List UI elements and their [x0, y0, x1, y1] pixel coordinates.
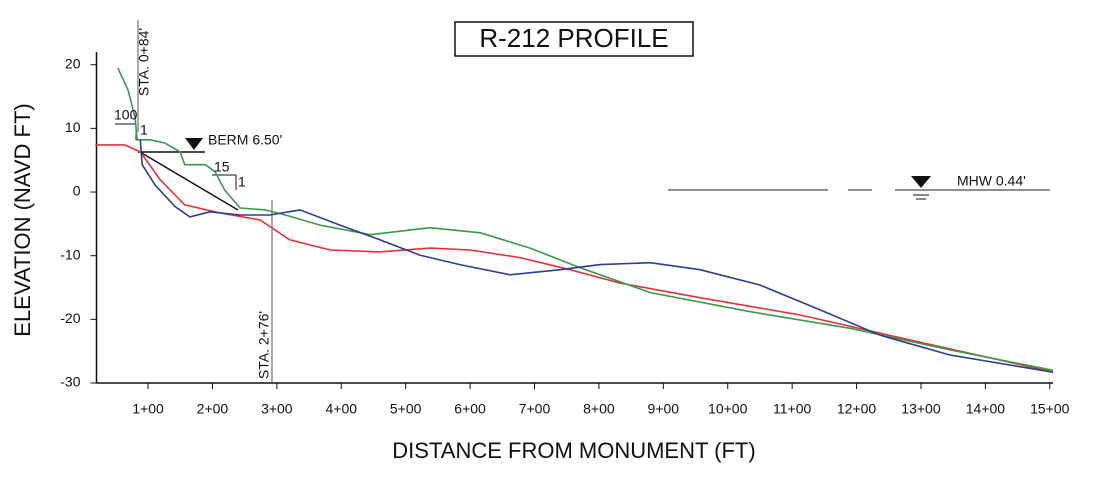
y-tick-label: -30	[60, 374, 80, 390]
x-axis-label: DISTANCE FROM MONUMENT (FT)	[392, 438, 755, 463]
x-tick-label: 2+00	[197, 401, 229, 417]
design-slope	[139, 151, 239, 211]
annotation: STA. 2+76'	[256, 311, 272, 379]
annotation: 1	[140, 122, 148, 138]
annotation: 1	[238, 174, 246, 190]
berm-symbol	[185, 138, 203, 150]
y-tick-label: 0	[73, 183, 81, 199]
x-tick-label: 11+00	[773, 401, 811, 417]
y-tick-label: -20	[60, 310, 80, 326]
x-tick-label: 4+00	[325, 401, 357, 417]
annotation: MHW 0.44'	[957, 173, 1026, 189]
x-tick-label: 10+00	[708, 401, 748, 417]
x-tick-label: 8+00	[583, 401, 615, 417]
profile-line	[117, 67, 1054, 372]
mhw-symbol	[911, 176, 931, 188]
title-box	[454, 21, 694, 57]
x-tick-label: 6+00	[454, 401, 486, 417]
x-tick-label: 9+00	[648, 401, 680, 417]
y-tick-label: 10	[65, 119, 81, 135]
annotation: BERM 6.50'	[208, 132, 282, 148]
profile-line	[139, 139, 1054, 373]
x-tick-label: 5+00	[390, 401, 422, 417]
y-tick-label: -10	[60, 246, 80, 262]
x-tick-label: 3+00	[261, 401, 293, 417]
annotation: STA. 0+84'	[136, 28, 152, 96]
x-tick-label: 13+00	[901, 401, 941, 417]
x-tick-label: 12+00	[837, 401, 877, 417]
x-tick-label: 7+00	[519, 401, 551, 417]
x-tick-label: 15+00	[1030, 401, 1070, 417]
annotation: 100	[114, 107, 138, 123]
x-tick-label: 14+00	[966, 401, 1006, 417]
y-axis-label: ELEVATION (NAVD FT)	[10, 103, 35, 336]
annotation: 15	[214, 159, 230, 175]
x-tick-label: 1+00	[132, 401, 164, 417]
y-tick-label: 20	[65, 55, 81, 71]
chart-title: R-212 PROFILE	[479, 23, 668, 53]
